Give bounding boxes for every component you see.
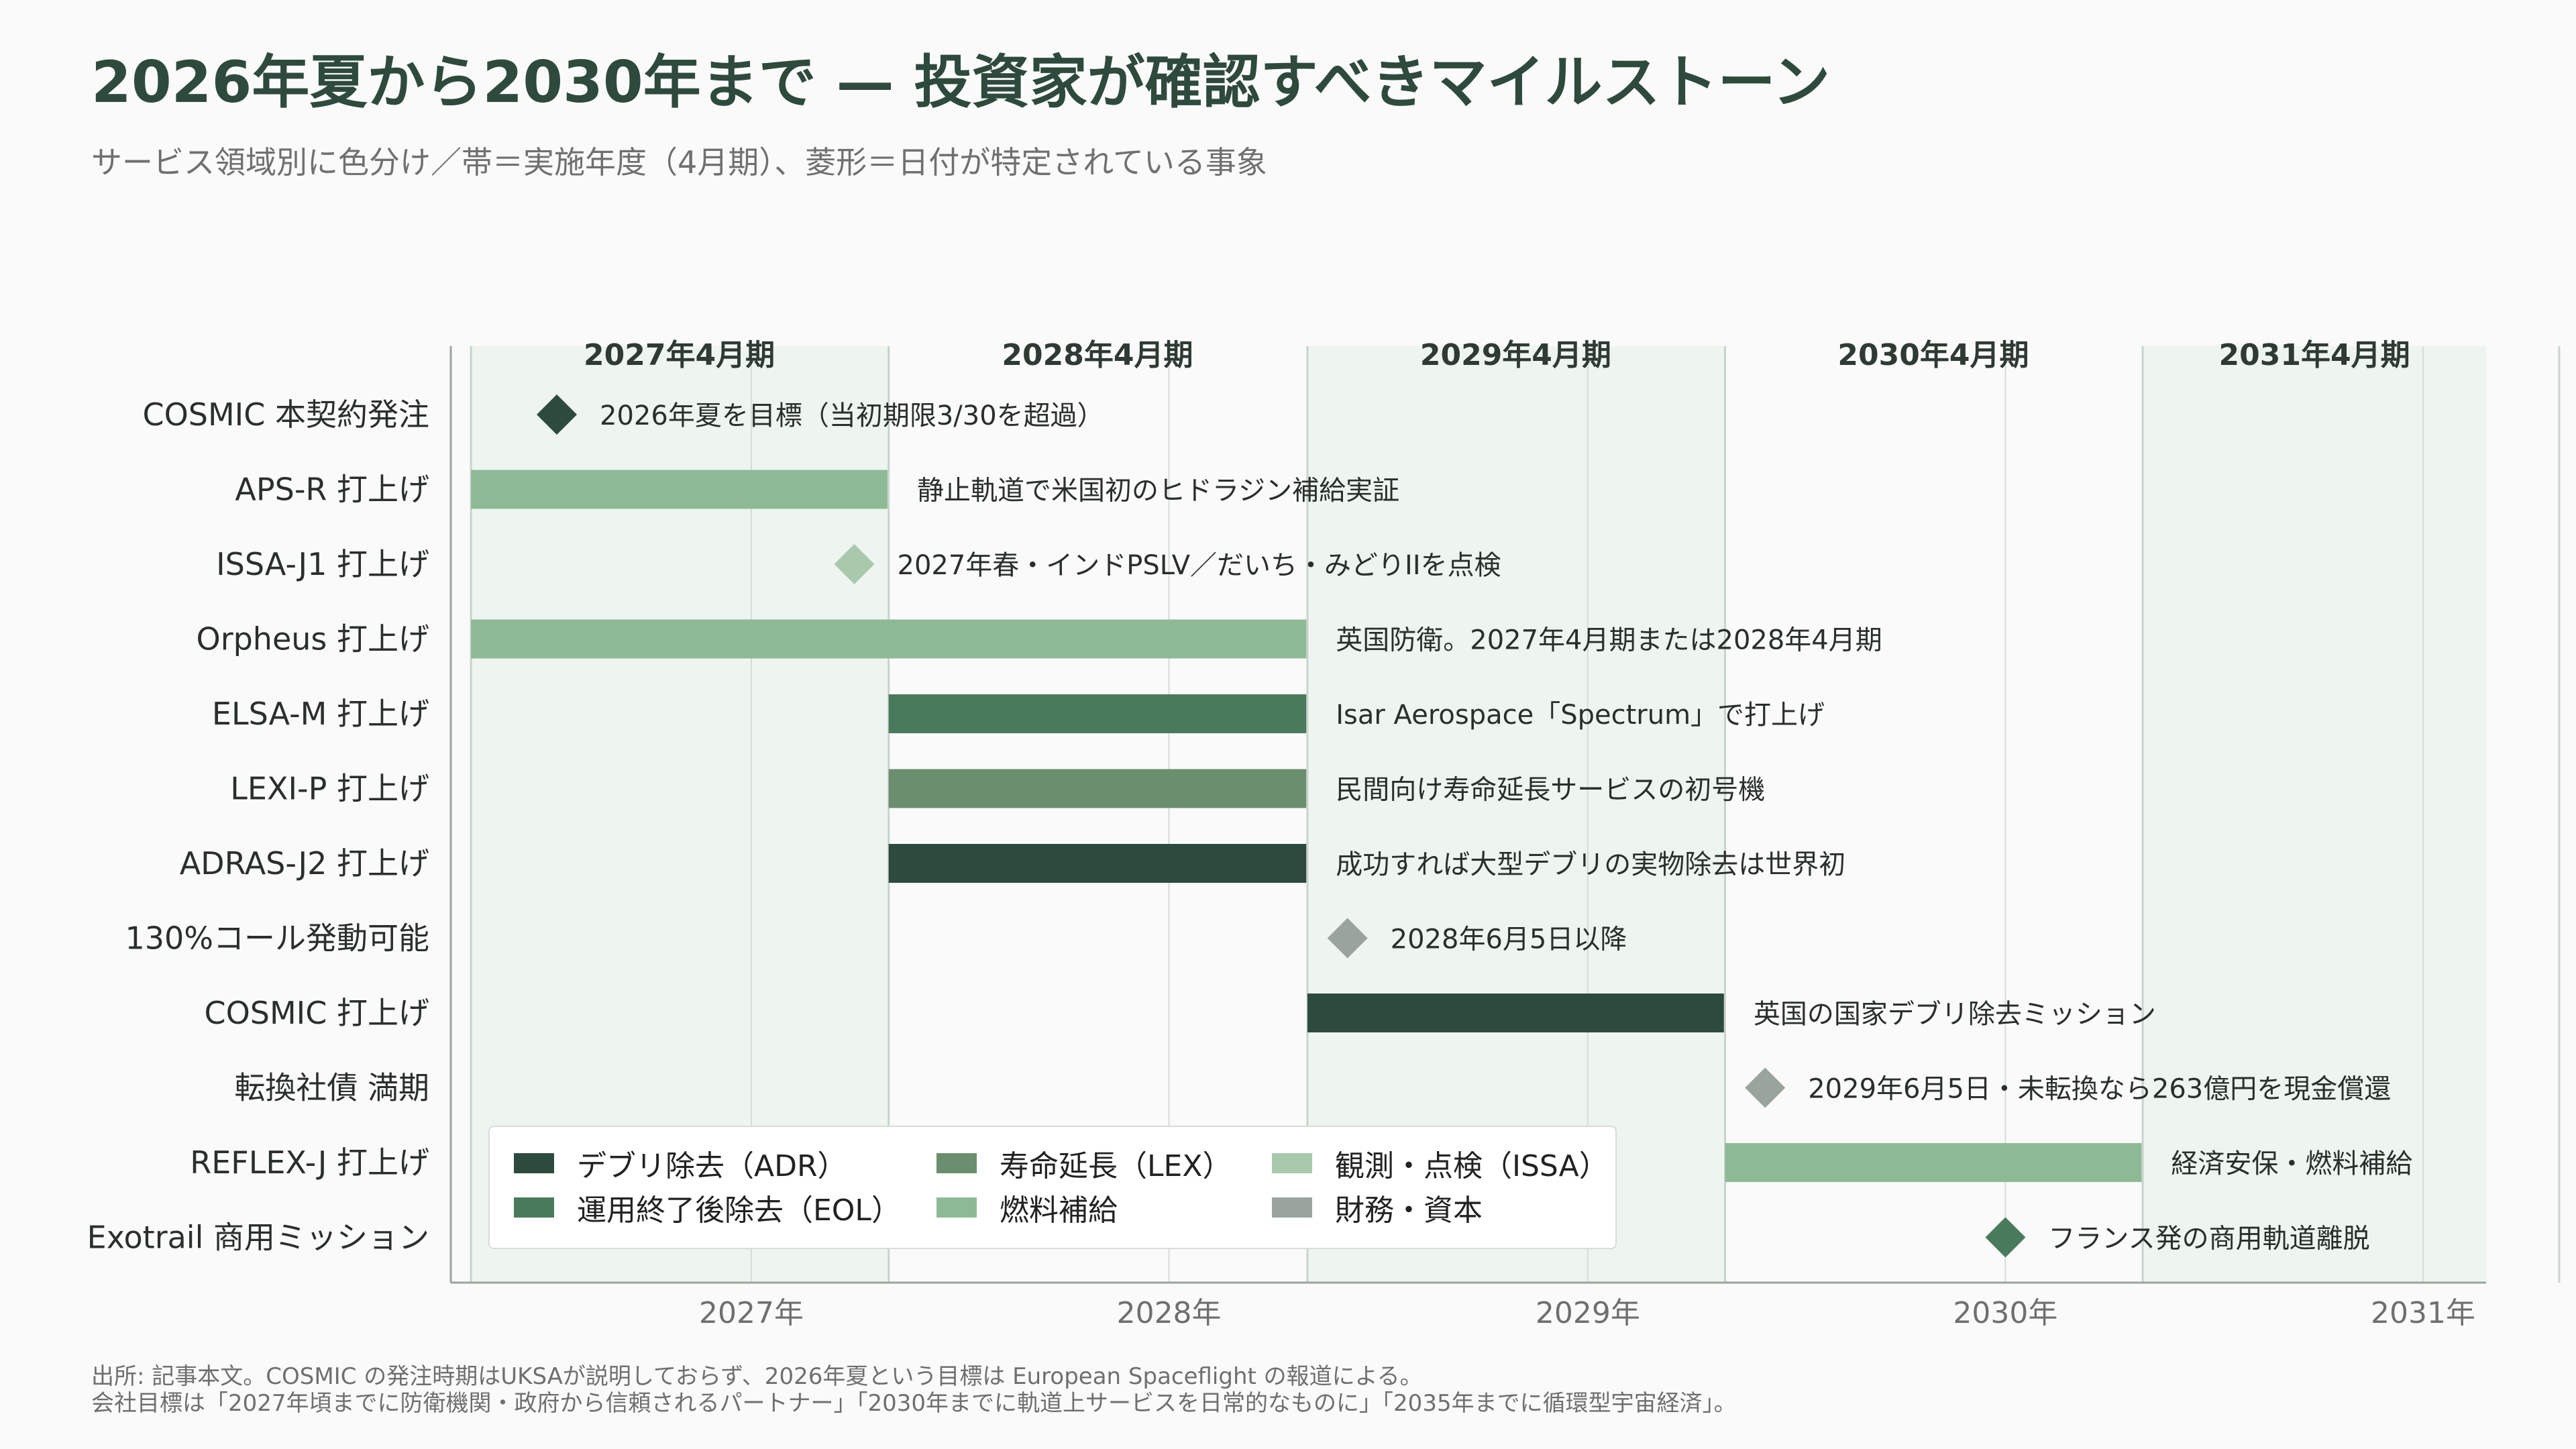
timeline-bar xyxy=(888,844,1307,883)
footnote-source: 出所: 記事本文。COSMIC の発注時期はUKSAが説明しておらず、2026年… xyxy=(91,1363,1423,1390)
legend-item-issa: 観測・点検（ISSA） xyxy=(1272,1142,1609,1185)
row-label: 転換社債 満期 xyxy=(234,1070,429,1106)
row-label: ISSA-J1 打上げ xyxy=(216,546,429,582)
row-label: Orpheus 打上げ xyxy=(196,621,429,657)
annotation-label: Isar Aerospace「Spectrum」で打上げ xyxy=(1336,700,1825,731)
legend-swatch xyxy=(1272,1197,1312,1218)
timeline-bar xyxy=(888,769,1307,808)
x-axis: 2027年 2028年 2029年 2030年 2031年 xyxy=(449,346,2486,1330)
legend-label: 財務・資本 xyxy=(1335,1193,1483,1228)
row-label: ADRAS-J2 打上げ xyxy=(180,845,429,881)
fiscal-year-label: 2028年4月期 xyxy=(1002,338,1193,372)
timeline-bar xyxy=(1725,1143,2142,1182)
annotation-label: 英国防衛。2027年4月期または2028年4月期 xyxy=(1336,625,1882,656)
row-label: COSMIC 打上げ xyxy=(204,995,429,1031)
timeline-bar xyxy=(888,694,1307,733)
x-tick-label: 2031年 xyxy=(2371,1296,2475,1330)
annotation-label: 民間向け寿命延長サービスの初号機 xyxy=(1336,775,1765,806)
fiscal-year-label: 2030年4月期 xyxy=(1837,338,2029,372)
x-tick-label: 2028年 xyxy=(1117,1296,1222,1330)
timeline-bar xyxy=(471,619,1307,659)
legend-swatch xyxy=(514,1153,554,1173)
row-label: REFLEX-J 打上げ xyxy=(190,1144,429,1181)
milestone-diamond xyxy=(1745,1067,1786,1108)
legend-swatch xyxy=(936,1197,977,1218)
row-labels: COSMIC 本契約発注 APS-R 打上げ ISSA-J1 打上げ Orpheus … xyxy=(87,396,429,1256)
annotation-label: 2028年6月5日以降 xyxy=(1391,924,1627,955)
legend-label: 寿命延長（LEX） xyxy=(1000,1149,1232,1183)
legend-label: 運用終了後除去（EOL） xyxy=(577,1193,901,1228)
legend-item-finance: 財務・資本 xyxy=(1272,1186,1483,1229)
milestone-diamond xyxy=(537,394,578,435)
annotation-label: 成功すれば大型デブリの実物除去は世界初 xyxy=(1336,849,1845,880)
fiscal-year-label: 2031年4月期 xyxy=(2219,338,2410,372)
chart-marks: 2026年夏を目標（当初期限3/30を超過） 静止軌道で米国初のヒドラジン補給実証… xyxy=(471,394,2412,1258)
timeline-bar xyxy=(471,470,888,509)
legend-label: 観測・点検（ISSA） xyxy=(1335,1149,1609,1183)
x-tick-label: 2027年 xyxy=(699,1296,804,1330)
row-label: APS-R 打上げ xyxy=(235,472,429,508)
fiscal-year-label: 2027年4月期 xyxy=(584,338,775,372)
annotation-label: 英国の国家デブリ除去ミッション xyxy=(1754,999,2156,1030)
row-label: LEXI-P 打上げ xyxy=(230,771,429,807)
fiscal-year-band xyxy=(2143,346,2486,1283)
milestone-diamond xyxy=(834,544,875,584)
annotation-label: 2026年夏を目標（当初期限3/30を超過） xyxy=(600,400,1104,431)
legend-item-lex: 寿命延長（LEX） xyxy=(936,1142,1232,1185)
legend-item-adr: デブリ除去（ADR） xyxy=(514,1142,847,1185)
fiscal-year-labels: 2027年4月期 2028年4月期 2029年4月期 2030年4月期 2031年4月期 xyxy=(584,338,2410,372)
annotation-label: 静止軌道で米国初のヒドラジン補給実証 xyxy=(917,476,1399,506)
row-label: Exotrail 商用ミッション xyxy=(87,1220,429,1256)
page-subtitle: サービス領域別に色分け／帯＝実施年度（4月期）、菱形＝日付が特定されている事象 xyxy=(91,144,1267,180)
legend-swatch xyxy=(1272,1153,1312,1173)
legend-swatch xyxy=(514,1197,554,1218)
annotation-label: フランス発の商用軌道離脱 xyxy=(2048,1224,2369,1254)
legend-label: デブリ除去（ADR） xyxy=(577,1149,847,1183)
legend: デブリ除去（ADR） 寿命延長（LEX） 観測・点検（ISSA） 運用終了後除去（EO… xyxy=(488,1126,1617,1249)
annotation-label: 2027年春・インドPSLV／だいち・みどりIIを点検 xyxy=(898,550,1501,581)
row-label: ELSA-M 打上げ xyxy=(212,696,429,732)
milestone-diamond xyxy=(1985,1217,2026,1258)
x-tick-label: 2030年 xyxy=(1953,1296,2057,1330)
page-title: 2026年夏から2030年まで — 投資家が確認すべきマイルストーン xyxy=(91,49,1831,116)
timeline-bar xyxy=(1307,994,1724,1032)
fiscal-year-label: 2029年4月期 xyxy=(1420,338,1611,372)
row-label: 130%コール発動可能 xyxy=(125,920,429,957)
row-label: COSMIC 本契約発注 xyxy=(142,396,429,433)
annotation-label: 経済安保・燃料補給 xyxy=(2171,1148,2412,1179)
legend-item-eol: 運用終了後除去（EOL） xyxy=(514,1186,901,1229)
legend-swatch xyxy=(936,1153,977,1173)
footnote-goals: 会社目標は「2027年頃までに防衛機関・政府から信頼されるパートナー」「2030… xyxy=(91,1390,1737,1417)
legend-item-fuel: 燃料補給 xyxy=(936,1186,1118,1229)
milestone-diamond xyxy=(1327,918,1368,959)
annotation-label: 2029年6月5日・未転換なら263億円を現金償還 xyxy=(1808,1074,2391,1105)
x-tick-label: 2029年 xyxy=(1536,1296,1640,1330)
legend-label: 燃料補給 xyxy=(1000,1193,1118,1228)
